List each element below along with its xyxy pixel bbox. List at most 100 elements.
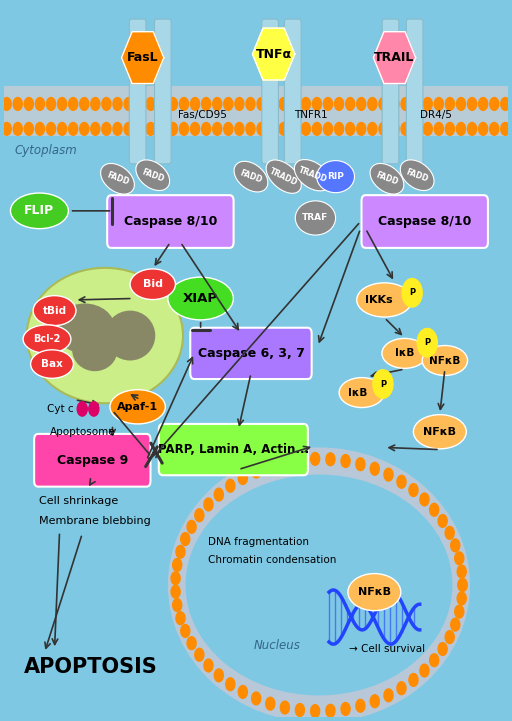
FancyBboxPatch shape xyxy=(155,19,171,164)
Circle shape xyxy=(356,458,365,471)
Circle shape xyxy=(124,123,133,136)
Circle shape xyxy=(434,123,443,136)
Circle shape xyxy=(235,123,244,136)
Circle shape xyxy=(479,97,488,110)
Circle shape xyxy=(135,97,144,110)
FancyBboxPatch shape xyxy=(262,19,279,164)
Circle shape xyxy=(69,97,78,110)
Text: FADD: FADD xyxy=(105,171,130,187)
Circle shape xyxy=(226,479,235,492)
Ellipse shape xyxy=(413,415,466,449)
Circle shape xyxy=(224,123,233,136)
Circle shape xyxy=(171,572,180,585)
Text: Cell shrinkage: Cell shrinkage xyxy=(39,496,119,506)
FancyBboxPatch shape xyxy=(130,19,146,164)
Ellipse shape xyxy=(168,448,470,721)
Ellipse shape xyxy=(100,164,134,194)
Circle shape xyxy=(290,97,300,110)
Text: TNFR1: TNFR1 xyxy=(294,110,327,120)
Circle shape xyxy=(77,402,87,416)
Text: tBid: tBid xyxy=(42,306,67,316)
Circle shape xyxy=(257,97,266,110)
Circle shape xyxy=(257,123,266,136)
Circle shape xyxy=(384,689,393,702)
Circle shape xyxy=(409,484,418,497)
Text: Cytoplasm: Cytoplasm xyxy=(14,143,77,156)
Polygon shape xyxy=(121,32,164,84)
Circle shape xyxy=(417,329,437,357)
Circle shape xyxy=(24,97,33,110)
Text: Bid: Bid xyxy=(143,279,163,289)
Circle shape xyxy=(202,97,210,110)
Circle shape xyxy=(334,97,344,110)
Circle shape xyxy=(357,123,366,136)
Circle shape xyxy=(357,97,366,110)
Ellipse shape xyxy=(105,311,155,360)
Circle shape xyxy=(379,123,388,136)
Circle shape xyxy=(187,521,196,534)
Circle shape xyxy=(312,123,322,136)
Circle shape xyxy=(458,578,467,591)
Circle shape xyxy=(279,123,288,136)
Ellipse shape xyxy=(339,378,385,407)
Text: NFκB: NFκB xyxy=(429,355,461,366)
Circle shape xyxy=(266,697,275,710)
Text: Apoptosome: Apoptosome xyxy=(50,427,115,437)
FancyBboxPatch shape xyxy=(4,86,508,136)
Circle shape xyxy=(212,97,222,110)
Circle shape xyxy=(373,370,393,398)
Text: Chromatin condensation: Chromatin condensation xyxy=(208,555,336,565)
Circle shape xyxy=(91,97,100,110)
Circle shape xyxy=(190,123,200,136)
Circle shape xyxy=(204,498,213,511)
Circle shape xyxy=(455,605,464,618)
FancyBboxPatch shape xyxy=(407,19,423,164)
Circle shape xyxy=(246,123,255,136)
Circle shape xyxy=(113,123,122,136)
Circle shape xyxy=(390,123,399,136)
Text: Caspase 9: Caspase 9 xyxy=(57,454,128,466)
Ellipse shape xyxy=(400,160,434,190)
Circle shape xyxy=(445,97,455,110)
Circle shape xyxy=(346,123,355,136)
Circle shape xyxy=(489,123,499,136)
Circle shape xyxy=(390,97,399,110)
Circle shape xyxy=(215,669,223,682)
FancyBboxPatch shape xyxy=(361,195,488,248)
Circle shape xyxy=(187,637,196,650)
Ellipse shape xyxy=(31,350,73,379)
Circle shape xyxy=(368,123,377,136)
Ellipse shape xyxy=(422,345,467,376)
Circle shape xyxy=(202,123,210,136)
Circle shape xyxy=(35,97,45,110)
Circle shape xyxy=(268,97,277,110)
Circle shape xyxy=(168,123,178,136)
Ellipse shape xyxy=(234,162,268,192)
Ellipse shape xyxy=(72,329,117,371)
Circle shape xyxy=(157,123,166,136)
Circle shape xyxy=(326,453,335,466)
Circle shape xyxy=(181,624,190,637)
Circle shape xyxy=(368,97,377,110)
Ellipse shape xyxy=(110,390,165,424)
Circle shape xyxy=(238,472,247,485)
Text: TRAF: TRAF xyxy=(302,213,329,223)
Text: APOPTOSIS: APOPTOSIS xyxy=(24,657,158,677)
Text: TRADD: TRADD xyxy=(268,167,299,187)
Circle shape xyxy=(281,701,289,714)
Text: FADD: FADD xyxy=(375,171,399,187)
Circle shape xyxy=(252,465,261,478)
Ellipse shape xyxy=(130,269,176,299)
Text: Caspase 6, 3, 7: Caspase 6, 3, 7 xyxy=(198,347,305,360)
Circle shape xyxy=(467,97,477,110)
Ellipse shape xyxy=(10,193,69,229)
Circle shape xyxy=(430,654,439,667)
Circle shape xyxy=(346,97,355,110)
Text: Bax: Bax xyxy=(41,359,63,369)
Circle shape xyxy=(412,123,421,136)
Circle shape xyxy=(356,699,365,712)
Circle shape xyxy=(457,565,466,578)
Circle shape xyxy=(412,97,421,110)
Circle shape xyxy=(311,704,319,717)
Text: Cyt c: Cyt c xyxy=(47,404,74,414)
